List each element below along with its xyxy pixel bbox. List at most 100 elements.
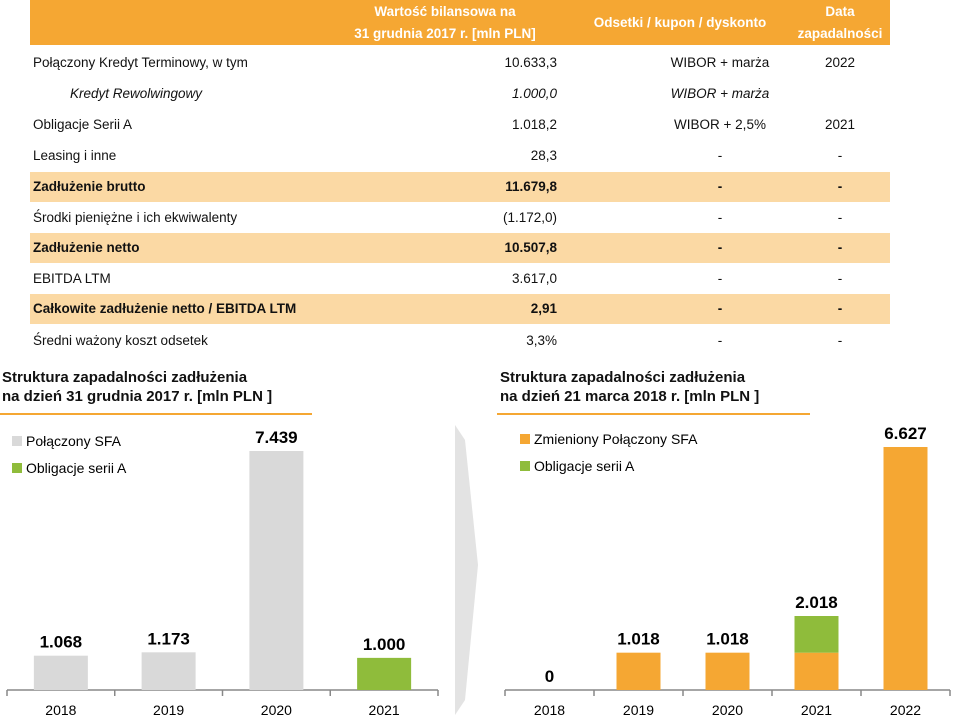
data-label: 1.018 <box>617 630 660 649</box>
header-date-line2: zapadalności <box>797 26 883 41</box>
legend-label: Połączony SFA <box>26 433 122 449</box>
table-row: Całkowite zadłużenie netto / EBITDA LTM … <box>30 294 890 324</box>
row-date: - <box>837 210 843 225</box>
bar <box>249 451 304 690</box>
row-label: Obligacje Serii A <box>33 117 133 132</box>
row-rate: - <box>717 179 723 194</box>
x-tick-label: 2020 <box>261 702 292 718</box>
row-label: Średni ważony koszt odsetek <box>33 333 208 348</box>
data-label: 1.068 <box>40 633 83 652</box>
row-value: 11.679,8 <box>505 179 557 194</box>
row-date: - <box>837 301 843 316</box>
row-value: 2,91 <box>530 301 557 316</box>
x-tick-label: 2019 <box>623 702 654 718</box>
data-label: 1.000 <box>363 635 406 654</box>
table-row: Leasing i inne 28,3 - - <box>30 141 890 171</box>
row-value: (1.172,0) <box>502 210 557 225</box>
table-row: Obligacje Serii A 1.018,2 WIBOR + 2,5% 2… <box>30 110 890 140</box>
row-value: 1.000,0 <box>511 86 557 101</box>
header-date-line1: Data <box>825 4 855 19</box>
row-label: Zadłużenie netto <box>33 240 140 255</box>
legend-label: Zmieniony Połączony SFA <box>534 431 698 447</box>
row-value: 10.633,3 <box>504 55 557 70</box>
bar <box>794 616 839 653</box>
row-rate: - <box>717 148 723 163</box>
transition-arrow-icon <box>455 425 478 715</box>
header-value-line2: 31 grudnia 2017 r. [mln PLN] <box>354 26 536 41</box>
row-date: 2021 <box>824 117 856 132</box>
bar <box>616 652 661 690</box>
left-title-line2: na dzień 31 grudnia 2017 r. [mln PLN ] <box>2 388 273 405</box>
row-label: Środki pieniężne i ich ekwiwalenty <box>33 210 238 225</box>
left-title-line1: Struktura zapadalności zadłużenia <box>2 369 248 386</box>
left-title-underline <box>0 413 312 415</box>
table-row: Kredyt Rewolwingowy 1.000,0 WIBOR + marż… <box>30 79 890 109</box>
bar <box>357 657 412 690</box>
table-row: Średni ważony koszt odsetek 3,3% - - <box>30 326 890 356</box>
legend-swatch <box>12 463 22 473</box>
bar <box>883 447 928 690</box>
row-value: 28,3 <box>530 148 557 163</box>
bar <box>705 652 750 690</box>
row-rate: WIBOR + 2,5% <box>674 117 766 132</box>
row-label: Połączony Kredyt Terminowy, w tym <box>33 55 248 70</box>
data-label: 6.627 <box>884 424 927 443</box>
left-chart-title: Struktura zapadalności zadłużenia na dzie… <box>2 368 272 406</box>
legend-swatch <box>12 436 22 446</box>
x-tick-label: 2019 <box>153 702 184 718</box>
bar <box>141 652 196 690</box>
row-rate: - <box>717 333 723 348</box>
x-tick-label: 2021 <box>801 702 832 718</box>
row-label: EBITDA LTM <box>33 271 111 286</box>
table-row: Zadłużenie netto 10.507,8 - - <box>30 233 890 263</box>
row-value: 10.507,8 <box>504 240 557 255</box>
right-title-line1: Struktura zapadalności zadłużenia <box>500 369 746 386</box>
row-rate: WIBOR + marża <box>670 55 770 70</box>
table-row: EBITDA LTM 3.617,0 - - <box>30 264 890 294</box>
data-label: 0 <box>545 667 554 686</box>
data-label: 1.173 <box>147 629 190 648</box>
table-row: Połączony Kredyt Terminowy, w tym 10.633… <box>30 48 890 78</box>
legend-swatch <box>520 434 530 444</box>
row-label: Zadłużenie brutto <box>33 179 146 194</box>
row-value: 3.617,0 <box>511 271 557 286</box>
row-rate: WIBOR + marża <box>670 86 770 101</box>
row-rate: - <box>717 301 723 316</box>
right-title-line2: na dzień 21 marca 2018 r. [mln PLN ] <box>500 388 760 405</box>
header-value-line1: Wartość bilansowa na <box>374 4 516 19</box>
row-value: 1.018,2 <box>511 117 557 132</box>
row-date: - <box>837 148 843 163</box>
x-tick-label: 2021 <box>369 702 400 718</box>
row-date: - <box>837 333 843 348</box>
legend-swatch <box>520 461 530 471</box>
row-label: Kredyt Rewolwingowy <box>70 86 203 101</box>
row-date: 2022 <box>824 55 856 70</box>
data-label: 1.018 <box>706 630 749 649</box>
row-date: - <box>837 240 843 255</box>
row-label: Leasing i inne <box>33 148 117 163</box>
x-tick-label: 2020 <box>712 702 743 718</box>
table-row: Zadłużenie brutto 11.679,8 - - <box>30 172 890 202</box>
row-date: - <box>837 179 843 194</box>
legend-label: Obligacje serii A <box>26 460 127 476</box>
table-row: Środki pieniężne i ich ekwiwalenty (1.17… <box>30 203 890 233</box>
row-value: 3,3% <box>526 333 557 348</box>
bar <box>794 652 839 690</box>
row-rate: - <box>717 210 723 225</box>
row-rate: - <box>717 271 723 286</box>
data-label: 2.018 <box>795 593 838 612</box>
data-label: 7.439 <box>255 428 298 447</box>
header-rate: Odsetki / kupon / dyskonto <box>593 15 767 30</box>
row-label: Całkowite zadłużenie netto / EBITDA LTM <box>33 301 297 316</box>
bar <box>33 655 88 690</box>
x-tick-label: 2018 <box>45 702 76 718</box>
right-title-underline <box>497 413 810 415</box>
right-chart-title: Struktura zapadalności zadłużenia na dzie… <box>500 368 759 406</box>
row-rate: - <box>717 240 723 255</box>
x-tick-label: 2022 <box>890 702 921 718</box>
table-header: Wartość bilansowa na 31 grudnia 2017 r. … <box>30 0 890 45</box>
row-date: - <box>837 271 843 286</box>
x-tick-label: 2018 <box>534 702 565 718</box>
legend-label: Obligacje serii A <box>534 458 635 474</box>
